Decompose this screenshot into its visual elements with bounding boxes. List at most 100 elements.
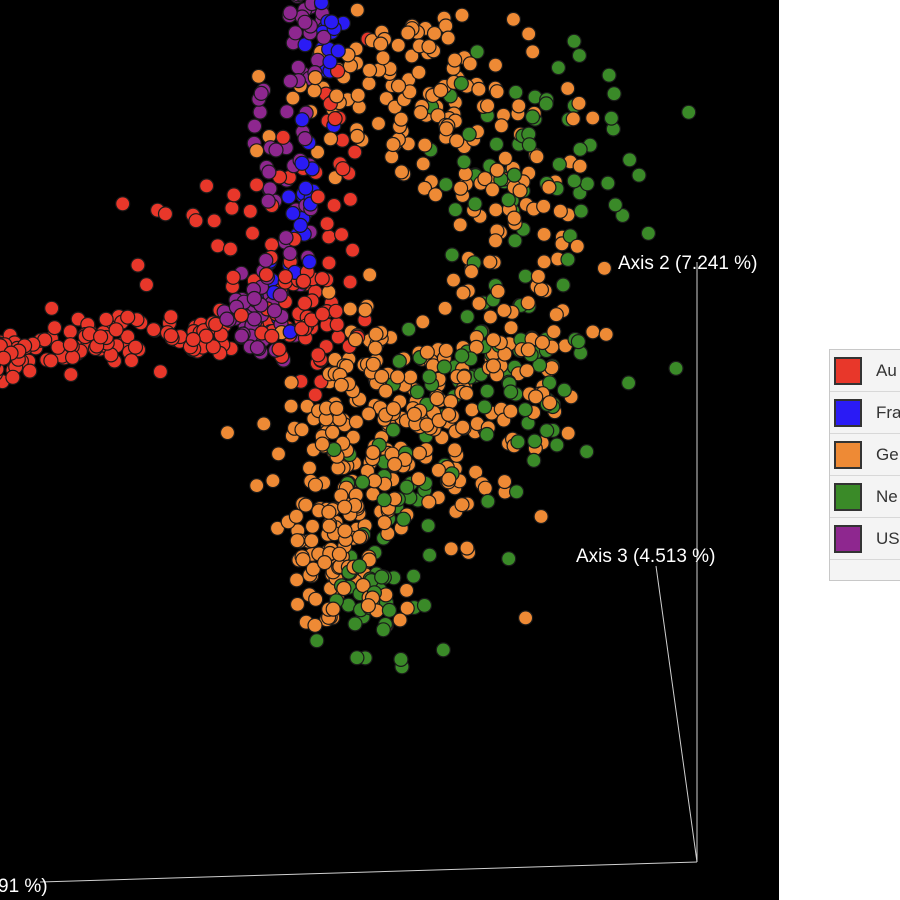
point-ge[interactable]: [370, 115, 387, 132]
point-us[interactable]: [287, 25, 303, 41]
point-au[interactable]: [233, 307, 249, 323]
point-ge[interactable]: [488, 202, 504, 218]
point-us[interactable]: [297, 131, 313, 147]
point-ge[interactable]: [350, 87, 366, 103]
point-us[interactable]: [278, 229, 294, 246]
point-ge[interactable]: [480, 98, 496, 114]
point-ge[interactable]: [306, 83, 322, 99]
point-ge[interactable]: [283, 374, 299, 391]
point-au[interactable]: [321, 255, 337, 271]
point-ne[interactable]: [601, 67, 617, 83]
point-au[interactable]: [297, 295, 313, 311]
point-ne[interactable]: [385, 422, 401, 438]
point-au[interactable]: [347, 144, 363, 160]
point-ge[interactable]: [455, 285, 471, 301]
point-au[interactable]: [123, 353, 140, 369]
point-ge[interactable]: [362, 267, 378, 283]
point-ge[interactable]: [392, 612, 408, 628]
point-ge[interactable]: [490, 283, 506, 299]
point-ge[interactable]: [482, 254, 498, 270]
point-ge[interactable]: [322, 131, 339, 147]
point-ne[interactable]: [461, 126, 477, 142]
point-ge[interactable]: [497, 150, 513, 166]
point-ge[interactable]: [378, 383, 394, 399]
point-au[interactable]: [188, 213, 204, 229]
point-ge[interactable]: [390, 37, 406, 53]
point-us[interactable]: [219, 311, 235, 327]
point-us[interactable]: [282, 73, 298, 89]
point-ne[interactable]: [447, 202, 463, 218]
point-ne[interactable]: [399, 479, 415, 495]
point-ge[interactable]: [598, 326, 614, 342]
point-ge[interactable]: [265, 473, 281, 489]
point-ge[interactable]: [468, 464, 484, 480]
point-au[interactable]: [345, 242, 361, 258]
point-ge[interactable]: [585, 324, 601, 340]
point-ne[interactable]: [444, 247, 460, 263]
point-ge[interactable]: [445, 272, 462, 288]
point-ge[interactable]: [355, 577, 371, 594]
point-ge[interactable]: [440, 30, 456, 46]
point-ge[interactable]: [533, 508, 549, 525]
point-au[interactable]: [152, 364, 168, 380]
point-ge[interactable]: [283, 398, 299, 414]
point-fra[interactable]: [298, 180, 314, 196]
point-ge[interactable]: [464, 402, 480, 418]
point-us[interactable]: [279, 104, 295, 120]
point-ge[interactable]: [295, 552, 311, 568]
point-au[interactable]: [205, 339, 221, 355]
point-ge[interactable]: [533, 282, 550, 298]
point-ne[interactable]: [374, 569, 390, 585]
point-ge[interactable]: [546, 324, 562, 340]
point-ge[interactable]: [411, 64, 427, 80]
point-ne[interactable]: [501, 551, 517, 567]
plot-area[interactable]: Axis 2 (7.241 %) Axis 3 (4.513 %) 91 %): [0, 0, 779, 900]
point-ge[interactable]: [336, 580, 352, 597]
point-ge[interactable]: [403, 369, 419, 385]
point-ge[interactable]: [360, 598, 376, 614]
point-au[interactable]: [342, 274, 358, 290]
point-au[interactable]: [64, 349, 81, 365]
point-us[interactable]: [294, 0, 308, 2]
point-au[interactable]: [199, 178, 215, 194]
point-ge[interactable]: [569, 238, 585, 254]
point-ge[interactable]: [454, 7, 470, 23]
point-au[interactable]: [206, 213, 222, 229]
point-ge[interactable]: [485, 358, 501, 374]
point-ge[interactable]: [219, 425, 236, 441]
point-ge[interactable]: [310, 144, 326, 160]
point-au[interactable]: [328, 303, 344, 319]
point-au[interactable]: [120, 309, 136, 325]
point-ne[interactable]: [456, 154, 472, 170]
point-ge[interactable]: [560, 80, 576, 97]
point-ne[interactable]: [550, 59, 567, 76]
point-ge[interactable]: [321, 504, 337, 520]
point-ge[interactable]: [458, 385, 475, 401]
point-ne[interactable]: [508, 84, 524, 100]
point-ge[interactable]: [529, 149, 545, 165]
point-ge[interactable]: [361, 406, 377, 422]
point-ge[interactable]: [367, 340, 383, 356]
point-ne[interactable]: [668, 360, 684, 376]
point-ge[interactable]: [517, 610, 534, 626]
point-ne[interactable]: [579, 444, 595, 460]
point-ne[interactable]: [551, 156, 567, 172]
point-ge[interactable]: [449, 133, 465, 149]
point-ge[interactable]: [329, 400, 345, 416]
point-ge[interactable]: [375, 50, 391, 66]
point-ge[interactable]: [298, 497, 314, 513]
point-ge[interactable]: [437, 300, 453, 316]
point-au[interactable]: [46, 320, 63, 336]
point-ne[interactable]: [640, 225, 657, 241]
point-ge[interactable]: [571, 95, 587, 111]
point-ge[interactable]: [361, 75, 377, 92]
point-au[interactable]: [224, 200, 240, 216]
point-au[interactable]: [146, 322, 162, 338]
point-ne[interactable]: [606, 86, 622, 102]
point-ne[interactable]: [469, 44, 485, 60]
point-ge[interactable]: [270, 446, 287, 462]
point-au[interactable]: [62, 337, 79, 353]
point-au[interactable]: [271, 341, 287, 357]
point-ge[interactable]: [489, 84, 505, 100]
point-ge[interactable]: [487, 57, 504, 73]
